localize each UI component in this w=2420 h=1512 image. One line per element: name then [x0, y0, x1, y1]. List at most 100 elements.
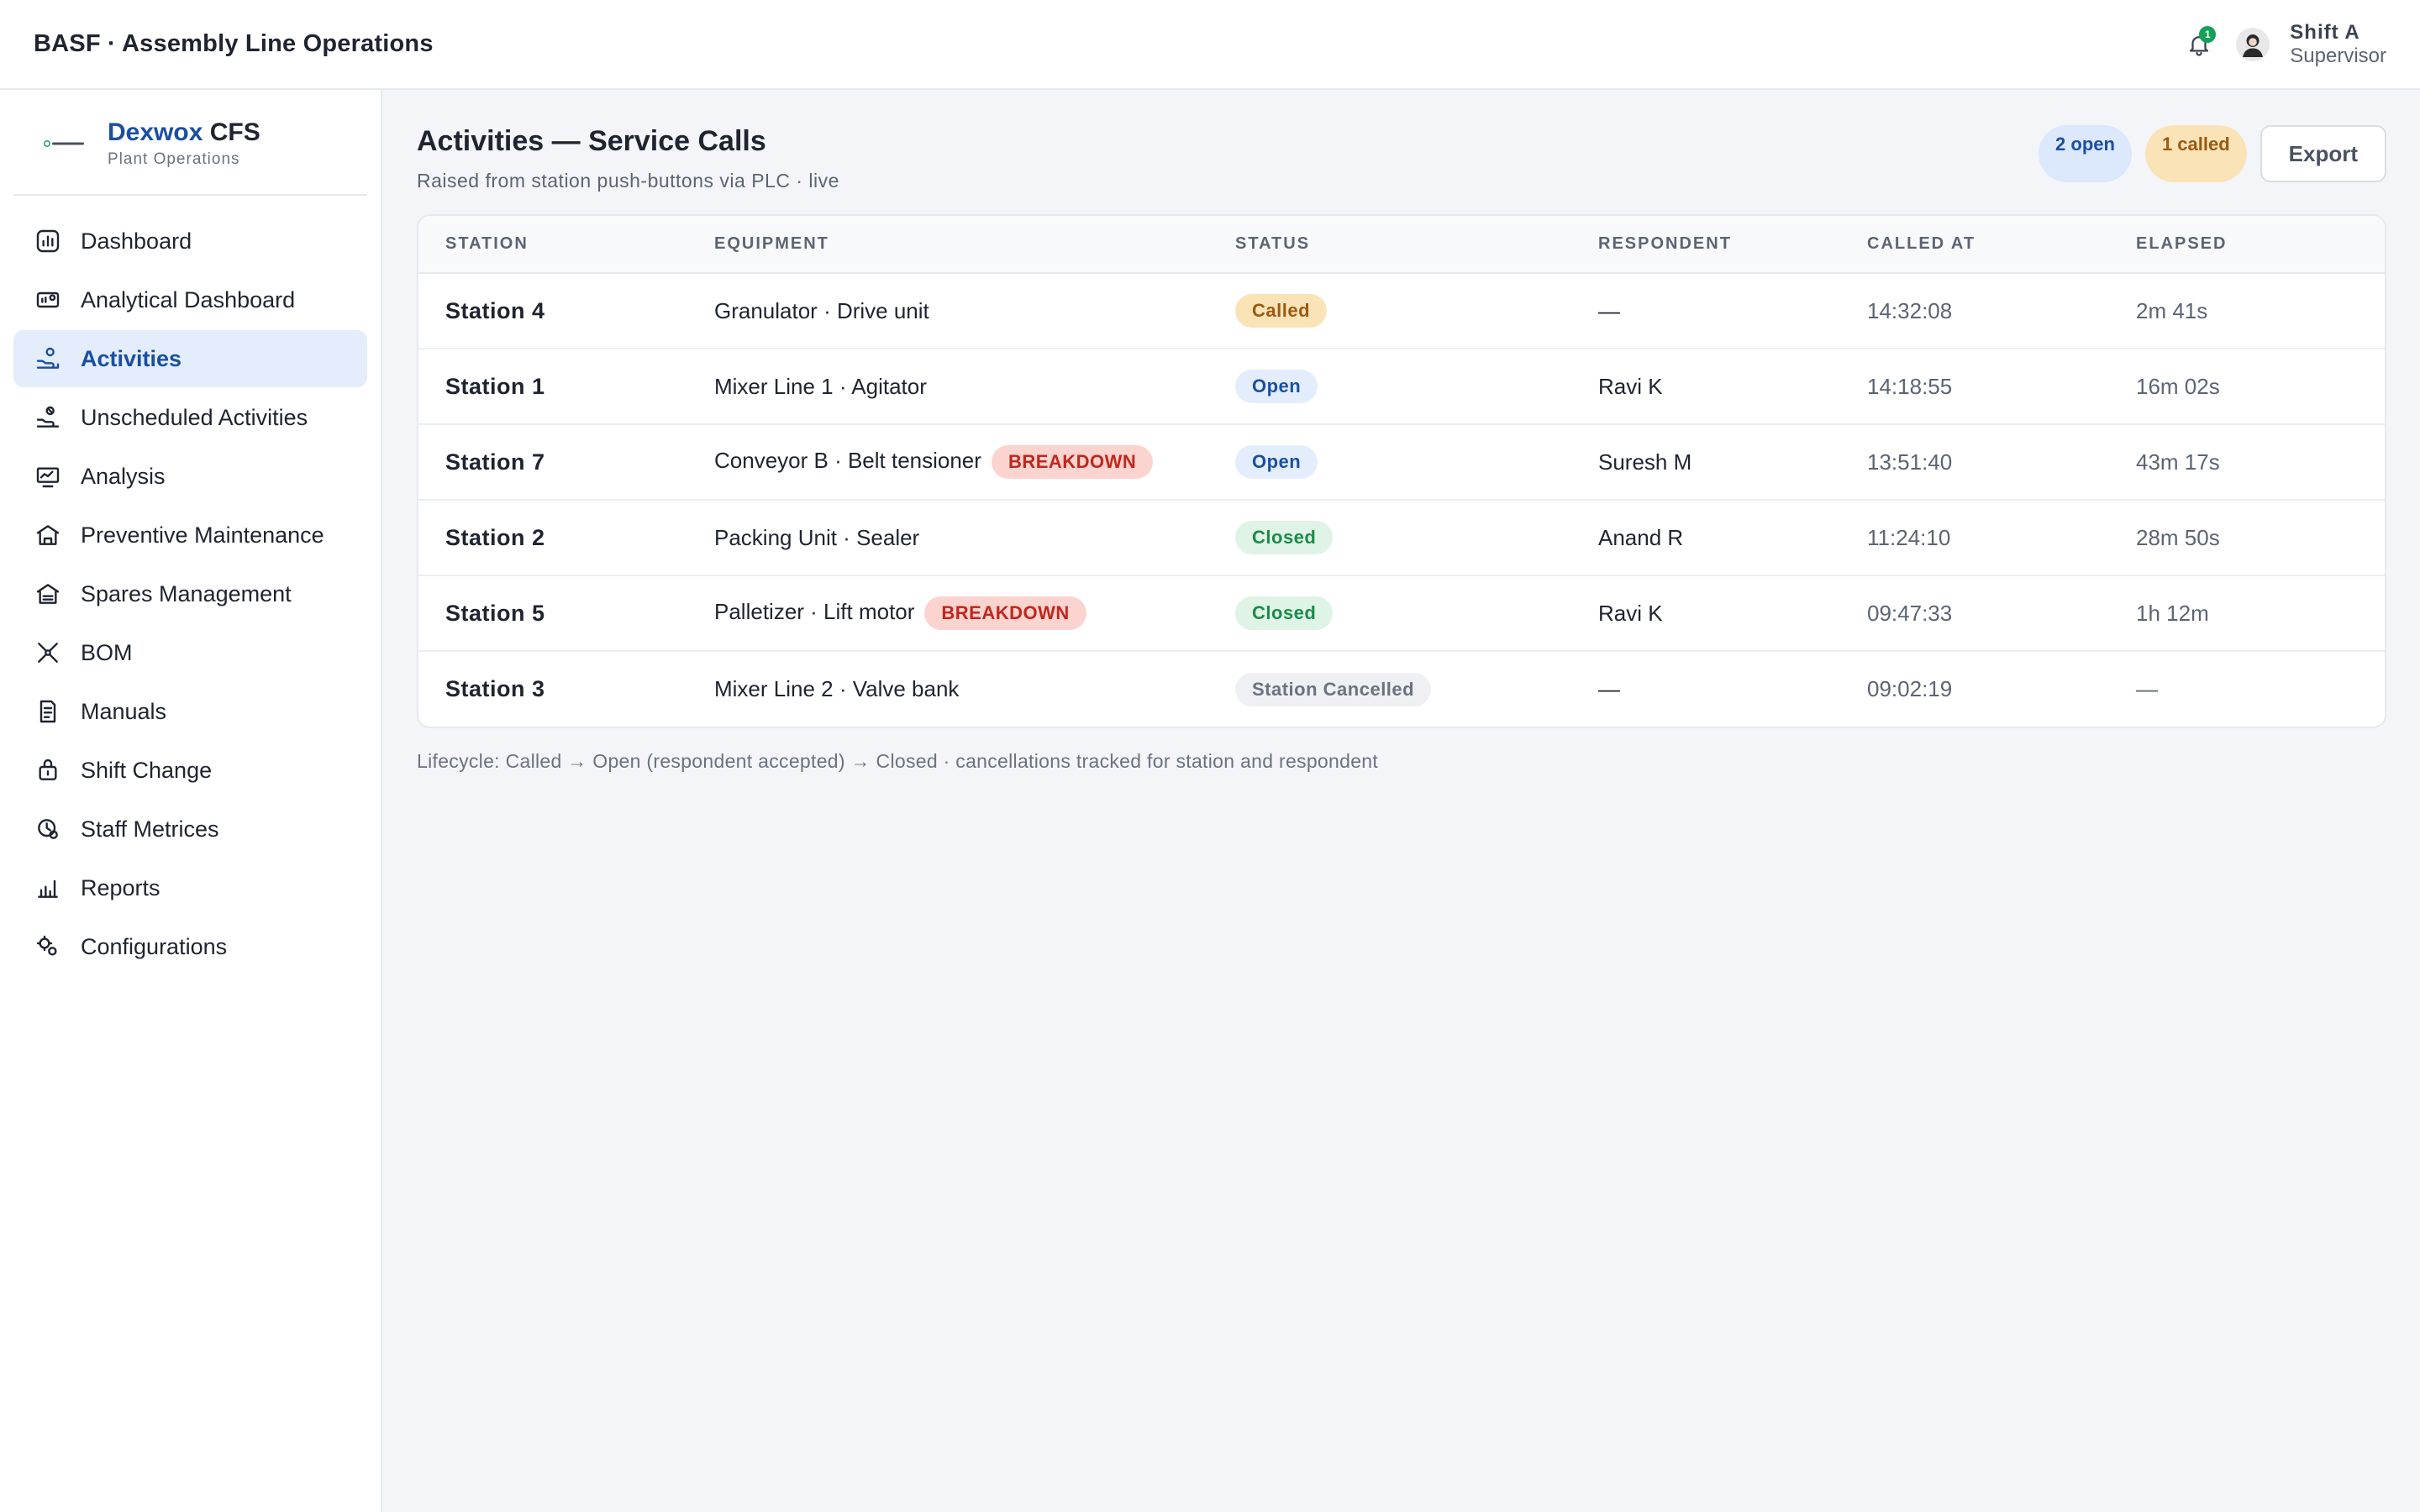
equipment-text: Granulator · Drive unit: [714, 297, 929, 323]
status-badge: Called: [1235, 294, 1328, 328]
sidebar-item-label: Unscheduled Activities: [81, 404, 308, 430]
sidebar-item-label: Analysis: [81, 463, 166, 489]
column-header[interactable]: ELAPSED: [2109, 216, 2385, 274]
sidebar-item-label: Analytical Dashboard: [81, 286, 296, 312]
brand-logo-icon: [44, 134, 87, 154]
respondent-cell: Anand R: [1571, 500, 1840, 576]
table-row[interactable]: Station 3 Mixer Line 2 · Valve bank Statio…: [418, 651, 2385, 727]
column-header[interactable]: STATUS: [1208, 216, 1571, 274]
sidebar-item-bom[interactable]: BOM: [13, 624, 367, 681]
elapsed-cell: 2m 41s: [2109, 273, 2385, 349]
sidebar-item-label: Reports: [81, 874, 160, 900]
respondent-cell: —: [1571, 273, 1840, 349]
sidebar-item-label: BOM: [81, 639, 133, 665]
elapsed-cell: 1h 12m: [2109, 575, 2385, 652]
top-bar-right: 1 Shift A Supervisor: [2181, 21, 2386, 68]
sidebar-item-spares-management[interactable]: Spares Management: [13, 565, 367, 622]
respondent-cell: —: [1598, 676, 1620, 701]
called-at-cell: 14:32:08: [1840, 273, 2109, 349]
column-header[interactable]: STATION: [418, 216, 687, 274]
user-info[interactable]: Shift A Supervisor: [2290, 21, 2386, 68]
sidebar-item-staff-metrices[interactable]: Staff Metrices: [13, 801, 367, 858]
equipment-cell: Mixer Line 1 · Agitator: [687, 349, 1208, 425]
sidebar-item-analytical-dashboard[interactable]: Analytical Dashboard: [13, 271, 367, 328]
called-count-pill[interactable]: 1 called: [2144, 125, 2247, 182]
elapsed-cell: 16m 02s: [2109, 349, 2385, 425]
sidebar-item-unscheduled-activities[interactable]: Unscheduled Activities: [13, 389, 367, 446]
table-row[interactable]: Station 1 Mixer Line 1 · Agitator Open Ravi…: [418, 349, 2385, 425]
column-header[interactable]: RESPONDENT: [1571, 216, 1840, 274]
brand[interactable]: Dexwox CFS Plant Operations: [13, 90, 367, 196]
activities-icon: [34, 344, 62, 373]
sidebar-item-label: Manuals: [81, 698, 167, 724]
equipment-text: Mixer Line 2 · Valve bank: [714, 676, 960, 701]
sidebar-item-label: Spares Management: [81, 580, 292, 606]
status-cell: Closed: [1208, 500, 1571, 576]
sidebar-item-label: Shift Change: [81, 757, 213, 783]
sidebar-item-label: Activities: [81, 345, 182, 371]
analysis-icon: [34, 462, 62, 491]
sidebar-item-dashboard[interactable]: Dashboard: [13, 213, 367, 270]
station-cell: Station 4: [418, 273, 687, 349]
sidebar-item-configurations[interactable]: Configurations: [13, 918, 367, 975]
status-cell: Open: [1208, 424, 1571, 501]
sidebar-item-shift-change[interactable]: Shift Change: [13, 742, 367, 799]
manual-icon: [34, 697, 62, 726]
column-header[interactable]: EQUIPMENT: [687, 216, 1208, 274]
table-row[interactable]: Station 4 Granulator · Drive unit Called —1…: [418, 273, 2385, 349]
station-cell: Station 5: [418, 575, 687, 652]
respondent-cell: Ravi K: [1571, 575, 1840, 652]
sidebar-item-activities[interactable]: Activities: [13, 330, 367, 387]
sidebar-item-manuals[interactable]: Manuals: [13, 683, 367, 740]
station-cell: Station 2: [418, 500, 687, 576]
status-badge: Station Cancelled: [1235, 672, 1432, 706]
notification-button[interactable]: 1: [2181, 25, 2217, 63]
brand-name: Dexwox CFS: [108, 118, 260, 146]
sidebar-item-reports[interactable]: Reports: [13, 859, 367, 916]
user-avatar-icon: [2243, 34, 2264, 57]
called-at-cell: 14:18:55: [1840, 349, 2109, 425]
table-body: Station 4 Granulator · Drive unit Called —1…: [418, 273, 2385, 727]
status-badge: Open: [1235, 370, 1318, 403]
equipment-cell: Mixer Line 2 · Valve bank: [687, 651, 1208, 727]
table-row[interactable]: Station 7 Conveyor B · Belt tensioner BREA…: [418, 424, 2385, 501]
status-badge: Closed: [1235, 596, 1334, 630]
status-cell: Called: [1208, 273, 1571, 349]
avatar[interactable]: [2236, 27, 2270, 61]
sidebar-item-label: Dashboard: [81, 228, 192, 254]
sidebar-item-preventive-maintenance[interactable]: Preventive Maintenance: [13, 507, 367, 564]
status-cell: Closed: [1208, 575, 1571, 652]
analytics-icon: [34, 286, 62, 314]
equipment-cell: Packing Unit · Sealer: [687, 500, 1208, 576]
config-icon: [34, 932, 62, 961]
page-header: Activities — Service Calls Raised from s…: [417, 120, 2386, 192]
lifecycle-footnote: Lifecycle: Called → Open (respondent acc…: [417, 750, 1379, 772]
shift-icon: [34, 756, 62, 785]
column-header[interactable]: CALLED AT: [1840, 216, 2109, 274]
called-at-cell: 09:02:19: [1867, 676, 1953, 701]
role-label: Supervisor: [2290, 44, 2386, 67]
page-title: Activities — Service Calls: [417, 125, 766, 157]
breakdown-tag: BREAKDOWN: [991, 445, 1154, 479]
table-row[interactable]: Station 2 Packing Unit · Sealer Closed Anan…: [418, 500, 2385, 576]
table-header-row: STATION EQUIPMENT STATUS RESPONDENT CALLED A…: [418, 216, 2385, 274]
status-cell: Open: [1208, 349, 1571, 425]
station-cell: Station 1: [418, 349, 687, 425]
unscheduled-icon: [34, 403, 62, 432]
app-title: BASF · Assembly Line Operations: [34, 30, 434, 57]
sidebar-item-analysis[interactable]: Analysis: [13, 448, 367, 505]
elapsed-cell: 28m 50s: [2109, 500, 2385, 576]
open-count-pill[interactable]: 2 open: [2039, 125, 2132, 182]
export-button[interactable]: Export: [2260, 125, 2386, 182]
station-cell: Station 7: [418, 424, 687, 501]
table-row[interactable]: Station 5 Palletizer · Lift motor BREAKDOW…: [418, 575, 2385, 652]
equipment-cell: Conveyor B · Belt tensioner BREAKDOWN: [687, 424, 1208, 501]
brand-subtitle: Plant Operations: [108, 150, 240, 168]
station-cell: Station 3: [445, 676, 545, 701]
tools-icon: [34, 638, 62, 667]
equipment-text: Mixer Line 1 · Agitator: [714, 373, 927, 399]
notification-count-badge: 1: [2199, 25, 2217, 43]
sidebar-item-label: Preventive Maintenance: [81, 522, 324, 548]
breakdown-tag: BREAKDOWN: [924, 596, 1086, 630]
elapsed-cell: 43m 17s: [2109, 424, 2385, 501]
